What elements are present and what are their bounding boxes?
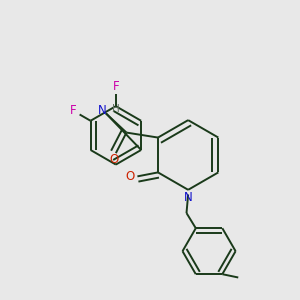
Text: N: N (184, 191, 193, 204)
Text: N: N (98, 103, 107, 116)
Text: F: F (70, 104, 76, 117)
Text: H: H (112, 104, 120, 114)
Text: O: O (110, 153, 119, 166)
Text: F: F (112, 80, 119, 93)
Text: O: O (125, 170, 135, 183)
